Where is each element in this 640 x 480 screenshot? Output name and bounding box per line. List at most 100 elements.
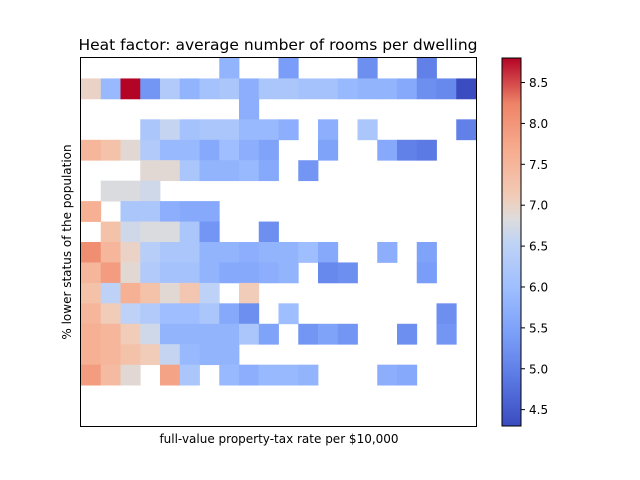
heatmap-cell — [416, 139, 437, 161]
heatmap-cell — [298, 364, 319, 386]
heatmap-cell — [81, 139, 102, 161]
heatmap-cell — [81, 364, 102, 386]
colorbar — [501, 57, 522, 427]
heatmap-cell — [278, 78, 299, 100]
heatmap-cell — [140, 282, 161, 304]
heatmap-cell — [298, 78, 319, 100]
heatmap-cell — [120, 364, 141, 386]
heatmap-cell — [337, 78, 358, 100]
heatmap-cell — [160, 139, 181, 161]
heatmap-cell — [160, 364, 181, 386]
heatmap-cell — [120, 221, 141, 243]
heatmap-cell — [179, 201, 200, 222]
heatmap-cell — [219, 119, 240, 141]
heatmap-cell — [81, 262, 102, 284]
heatmap-cell — [456, 78, 477, 100]
heatmap-cell — [140, 180, 161, 202]
heatmap-cell — [100, 323, 121, 345]
heatmap-cell — [199, 78, 220, 100]
heatmap-cell — [160, 119, 181, 141]
heatmap-cell — [100, 242, 121, 263]
heatmap-cell — [120, 344, 141, 366]
heatmap-cell — [160, 160, 181, 182]
heatmap-cell — [140, 201, 161, 222]
heatmap-cell — [397, 139, 418, 161]
heatmap-cell — [160, 201, 181, 222]
heatmap-cell — [357, 58, 378, 79]
heatmap-cell — [258, 242, 279, 263]
heatmap-cell — [140, 221, 161, 243]
heatmap-cell — [318, 242, 339, 263]
heatmap-cell — [160, 344, 181, 366]
heatmap-cell — [179, 242, 200, 263]
heatmap-cell — [239, 98, 260, 120]
heatmap-cell — [219, 323, 240, 345]
heatmap-cell — [100, 303, 121, 325]
heatmap-cell — [377, 242, 398, 263]
heatmap-cell — [160, 303, 181, 325]
heatmap-cell — [160, 282, 181, 304]
heatmap-cell — [278, 119, 299, 141]
heatmap-cell — [278, 303, 299, 325]
heatmap-cell — [100, 262, 121, 284]
heatmap-cell — [219, 242, 240, 263]
heatmap-cell — [239, 323, 260, 345]
heatmap-cell — [278, 364, 299, 386]
heatmap-cell — [436, 78, 457, 100]
heatmap-cell — [160, 221, 181, 243]
heatmap-cell — [179, 262, 200, 284]
heatmap-cell — [337, 262, 358, 284]
heatmap-cell — [258, 139, 279, 161]
heatmap-cell — [397, 364, 418, 386]
heatmap-cell — [179, 364, 200, 386]
y-axis-label: % lower status of the population — [60, 144, 74, 339]
colorbar-tick-label: 4.5 — [529, 403, 548, 417]
heatmap-cell — [416, 242, 437, 263]
heatmap-cell — [239, 139, 260, 161]
heatmap-cell — [120, 303, 141, 325]
heatmap-cell — [160, 262, 181, 284]
heatmap-cell — [436, 323, 457, 345]
heatmap-cell — [140, 139, 161, 161]
heatmap-cell — [140, 78, 161, 100]
heatmap-cell — [258, 78, 279, 100]
heatmap-cell — [199, 160, 220, 182]
heatmap-cell — [179, 323, 200, 345]
colorbar-tick-label: 5.5 — [529, 321, 548, 335]
heatmap-cell — [140, 242, 161, 263]
heatmap-cell — [179, 282, 200, 304]
heatmap-cell — [239, 119, 260, 141]
heatmap-cell — [199, 303, 220, 325]
heatmap-cell — [239, 78, 260, 100]
heatmap-cell — [120, 262, 141, 284]
colorbar-tick-label: 7.0 — [529, 199, 548, 213]
heatmap-cell — [81, 242, 102, 263]
heatmap-cell — [318, 262, 339, 284]
heatmap-cell — [120, 180, 141, 202]
heatmap-cell — [318, 119, 339, 141]
heatmap-cell — [100, 364, 121, 386]
heatmap-cell — [160, 323, 181, 345]
heatmap-cell — [377, 78, 398, 100]
colorbar-tick-label: 8.5 — [529, 76, 548, 90]
heatmap-cell — [377, 364, 398, 386]
heatmap-cell — [199, 201, 220, 222]
heatmap-cell — [199, 139, 220, 161]
heatmap-cell — [199, 221, 220, 243]
heatmap-cell — [140, 160, 161, 182]
heatmap-cell — [199, 323, 220, 345]
heatmap-cell — [179, 78, 200, 100]
heatmap-cell — [219, 58, 240, 79]
colorbar-ticks: 4.5 5.0 5.5 6.0 6.5 7.0 7.5 8.0 8.5 — [521, 76, 548, 417]
heatmap-cell — [397, 323, 418, 345]
heatmap-cell — [357, 119, 378, 141]
heatmap-cell — [140, 323, 161, 345]
heatmap-cell — [416, 262, 437, 284]
heatmap-cell — [219, 344, 240, 366]
heatmap-cell — [258, 323, 279, 345]
heatmap-cell — [179, 344, 200, 366]
colorbar-tick-label: 6.0 — [529, 280, 548, 294]
heatmap-cell — [318, 323, 339, 345]
heatmap-cell — [219, 303, 240, 325]
heatmap-cell — [298, 242, 319, 263]
